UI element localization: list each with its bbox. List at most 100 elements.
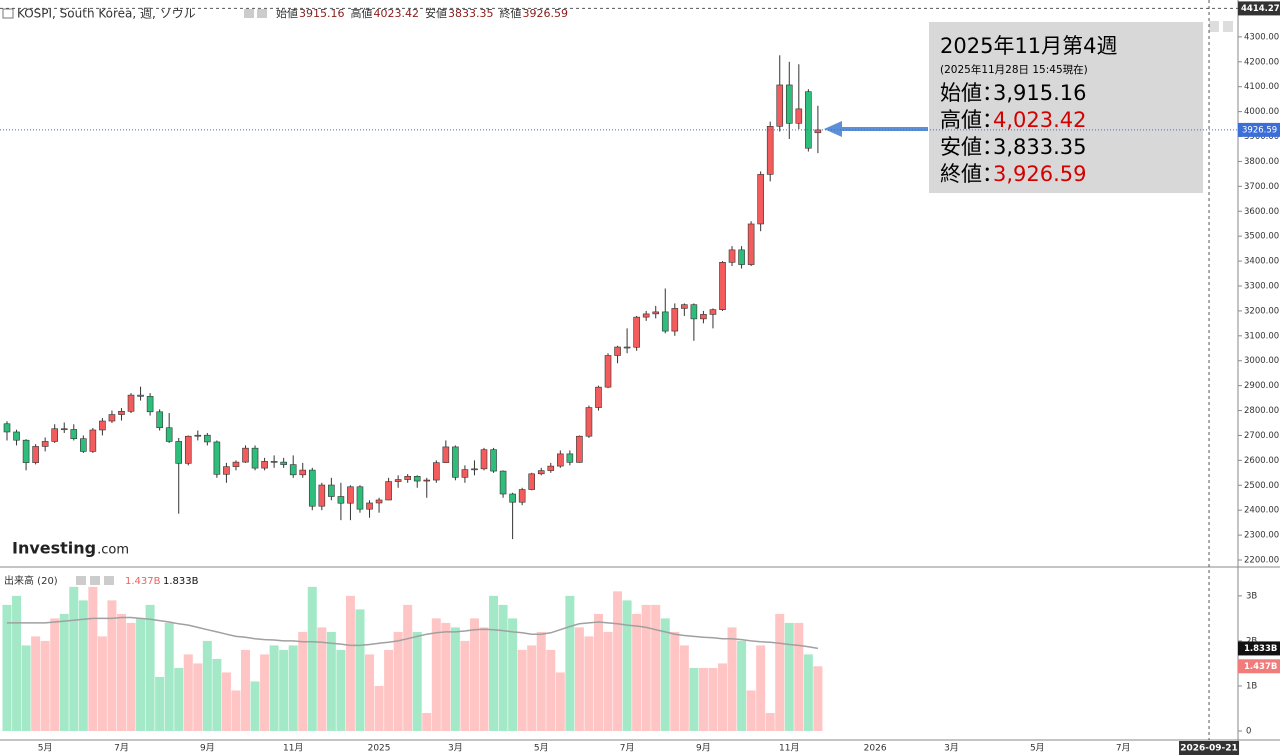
legend-value: 3926.59 <box>523 7 569 20</box>
volume-bar <box>174 667 184 731</box>
y-tick-label: 2400.00 <box>1244 506 1279 516</box>
y-tick-label: 2900.00 <box>1244 381 1279 391</box>
volume-tick-label: 3B <box>1246 591 1257 601</box>
y-tick-label: 3700.00 <box>1244 182 1279 192</box>
candle-body <box>175 441 183 464</box>
annotation-label: 始値： <box>940 81 1003 105</box>
volume-title: 出来高 (20) <box>4 574 58 587</box>
candle-body <box>614 346 621 356</box>
x-tick-label: 5月 <box>534 743 549 754</box>
panel-button[interactable] <box>1223 21 1233 32</box>
volume-bar <box>307 586 317 731</box>
volume-bar <box>288 645 298 731</box>
candle-body <box>22 439 30 463</box>
volume-bar <box>231 690 241 731</box>
volume-bar <box>727 627 737 731</box>
volume-bar <box>593 613 603 731</box>
hide-icon[interactable] <box>257 9 267 18</box>
candle-body <box>3 423 11 433</box>
volume-bar <box>460 640 470 731</box>
candle-body <box>757 174 764 225</box>
candle-body <box>604 355 612 388</box>
volume-bar <box>498 604 508 731</box>
candle-body <box>700 314 707 320</box>
close-icon[interactable] <box>104 576 114 585</box>
x-tick-label: 5月 <box>38 743 53 754</box>
volume-bar <box>126 622 136 731</box>
volume-bar <box>813 666 823 731</box>
candle-body <box>261 461 268 469</box>
candle-body <box>366 502 373 510</box>
candle-body <box>595 386 602 408</box>
settings-icon[interactable] <box>76 576 86 585</box>
annotation-box <box>929 22 1203 193</box>
candle-body <box>356 486 364 510</box>
volume-bar <box>241 649 250 731</box>
volume-bar <box>431 618 441 731</box>
panel-button[interactable] <box>1209 21 1219 32</box>
y-tick-label: 2500.00 <box>1244 481 1279 491</box>
x-tick-label: 2026 <box>864 744 887 754</box>
legend-value: 3915.16 <box>299 7 345 20</box>
candle-body <box>461 469 469 478</box>
volume-bar <box>374 685 384 731</box>
volume-bar <box>469 618 479 731</box>
candle-body <box>13 431 20 441</box>
volume-bar <box>737 640 747 731</box>
candle-body <box>566 453 574 463</box>
y-tick-label: 4000.00 <box>1244 107 1279 117</box>
y-tick-label: 2200.00 <box>1244 556 1279 566</box>
candle-body <box>805 91 812 149</box>
candle-body <box>785 84 793 124</box>
candle-body <box>270 461 278 463</box>
settings-icon[interactable] <box>244 9 254 18</box>
legend-value: 4023.42 <box>374 7 420 20</box>
candle-body <box>184 435 192 464</box>
volume-bar <box>279 649 289 731</box>
volume-bar <box>298 631 308 731</box>
candle-body <box>80 438 87 452</box>
volume-bar <box>164 622 174 731</box>
annotation-label: 安値： <box>940 135 1003 159</box>
candle-body <box>385 481 392 501</box>
legend-label: 安値 <box>425 6 447 20</box>
candle-body <box>452 446 459 478</box>
volume-bar <box>403 604 413 731</box>
candle-body <box>146 396 154 413</box>
volume-bar <box>660 618 670 731</box>
volume-bar <box>145 604 155 731</box>
candle-body <box>518 489 526 503</box>
volume-bar <box>603 631 613 731</box>
legend-label: 終値 <box>500 6 522 20</box>
volume-bar <box>450 627 460 731</box>
volume-bar <box>546 649 556 731</box>
candle-body <box>156 411 163 429</box>
candle-body <box>738 249 745 265</box>
volume-bar <box>116 613 126 731</box>
legend-label: 高値 <box>351 6 373 20</box>
last-price-label: 3926.59 <box>1242 125 1277 135</box>
candle-body <box>471 468 478 471</box>
volume-bar <box>718 663 727 731</box>
collapse-icon[interactable] <box>2 8 14 19</box>
candle-body <box>127 394 135 412</box>
volume-ma-tag <box>1238 641 1280 656</box>
volume-bar <box>212 658 222 731</box>
candle-body <box>289 464 297 476</box>
candle-body <box>814 129 822 134</box>
candle-body <box>89 429 97 452</box>
x-tick-label: 11月 <box>779 743 799 754</box>
candle-body <box>633 316 640 348</box>
volume-bar <box>250 681 260 731</box>
candle-body <box>766 126 774 175</box>
hide-icon[interactable] <box>90 576 100 585</box>
volume-last-legend: 1.437B <box>125 576 161 587</box>
candle-body <box>394 479 402 482</box>
volume-bar <box>202 640 212 731</box>
candle-body <box>642 313 650 318</box>
candle-body <box>51 428 59 442</box>
volume-bar <box>412 631 422 731</box>
y-tick-label: 4200.00 <box>1244 57 1279 67</box>
volume-bar <box>613 591 623 731</box>
